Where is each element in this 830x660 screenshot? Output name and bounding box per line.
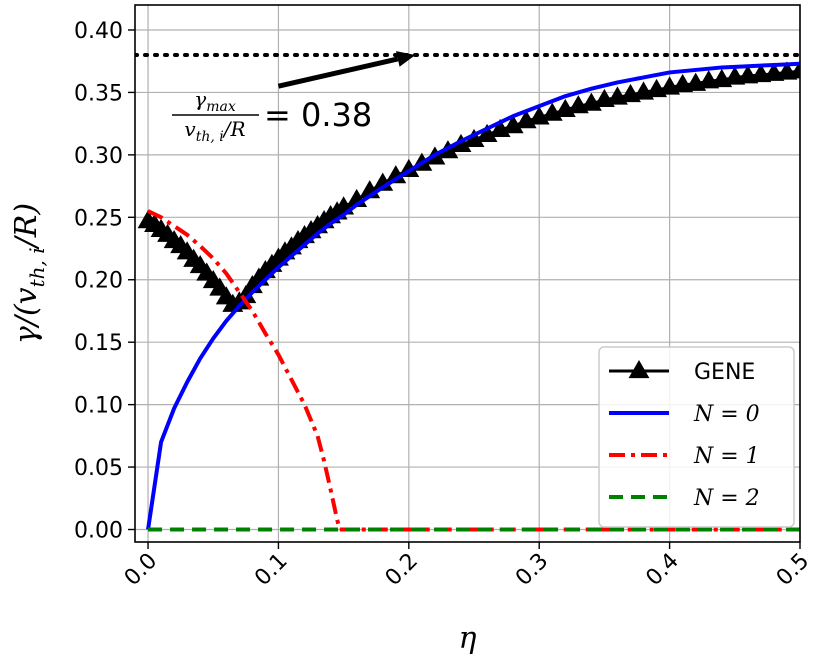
series-line — [147, 209, 800, 532]
annotation-gamma: γ — [194, 87, 206, 111]
series-n-0 — [146, 61, 800, 530]
series-line — [146, 61, 800, 530]
legend-entry: GENE — [609, 360, 755, 385]
annotation-over-r: /R — [222, 117, 246, 141]
x-tick-label: 0.2 — [381, 549, 423, 591]
y-axis-label: γ/(vth, i/R) — [9, 203, 49, 344]
series-n-1 — [147, 209, 800, 532]
legend-box — [598, 346, 795, 528]
annotation-v: v — [184, 117, 196, 141]
annotation-value: = 0.38 — [264, 96, 372, 134]
x-tick-label: 0.0 — [120, 549, 162, 591]
y-tick-label: 0.35 — [74, 81, 123, 106]
annotation-gamma-subscript: max — [206, 99, 236, 115]
y-tick-label: 0.40 — [74, 19, 123, 44]
legend-label: N = 0 — [693, 402, 760, 427]
x-tick-label: 0.4 — [641, 549, 683, 591]
legend-label: N = 2 — [693, 486, 760, 511]
legend-entry: N = 1 — [609, 444, 760, 469]
gene-marker — [385, 165, 407, 184]
y-tick-label: 0.20 — [74, 269, 123, 294]
x-axis-ticks: 0.0 0.1 0.2 0.3 0.4 0.5 — [120, 542, 814, 591]
y-tick-label: 0.10 — [74, 394, 123, 419]
x-tick-label: 0.5 — [772, 549, 814, 591]
y-axis-label-subscript: th, i — [25, 247, 49, 287]
legend-entry: N = 2 — [609, 486, 760, 511]
series-gene — [137, 60, 800, 312]
gene-marker — [235, 284, 257, 304]
x-axis-label: η — [459, 621, 477, 656]
legend-marker — [628, 360, 650, 379]
y-axis-label-main: γ/(v — [9, 287, 44, 344]
y-tick-label: 0.15 — [74, 331, 123, 356]
y-tick-label: 0.05 — [74, 456, 123, 481]
annotation-numerator: γmax — [194, 87, 236, 115]
annotation-arrow-shaft — [277, 56, 399, 89]
legend-entry: N = 0 — [609, 402, 760, 427]
legend: GENE N = 0 N = 1 N = 2 — [598, 346, 795, 528]
annotation-arrow-head — [396, 51, 416, 67]
y-tick-label: 0.00 — [74, 519, 123, 544]
y-tick-label: 0.25 — [74, 206, 123, 231]
x-tick-label: 0.3 — [511, 549, 553, 591]
gene-marker — [502, 115, 524, 134]
x-tick-label: 0.1 — [250, 549, 292, 591]
gene-line — [147, 69, 800, 307]
plot-frame — [134, 4, 801, 543]
y-axis-ticks: 0.00 0.05 0.10 0.15 0.20 0.25 0.30 0.35 0.40 — [74, 19, 135, 544]
annotation-denominator: vth, i/R — [184, 117, 245, 145]
y-tick-label: 0.30 — [74, 144, 123, 169]
y-axis-label-tail: /R) — [9, 203, 44, 250]
gene-marker — [463, 128, 485, 148]
annotation-v-subscript: th, i — [196, 129, 224, 145]
legend-label: GENE — [694, 360, 755, 385]
series-layer — [135, 52, 800, 532]
gene-marker — [476, 123, 498, 143]
legend-label: N = 1 — [693, 444, 760, 469]
